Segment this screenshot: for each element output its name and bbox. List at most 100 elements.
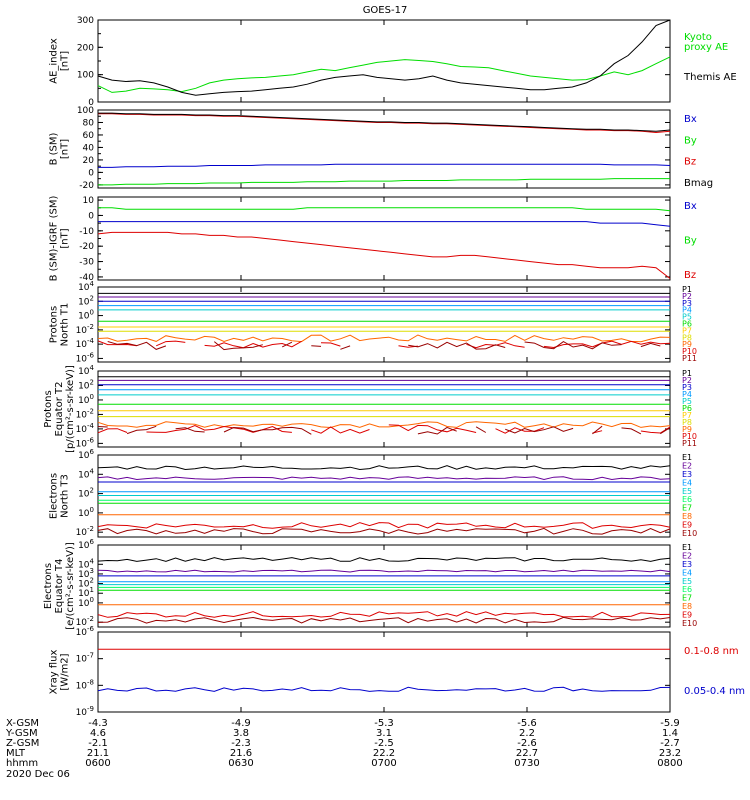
legend-entry: E10 [682,619,697,628]
y-axis-label: [nT] [60,51,71,71]
flux-line [320,342,341,347]
flux-line [97,426,108,428]
flux-line [505,426,574,434]
legend-entry: proxy AE [684,42,728,53]
x-axis-value: 22.7 [516,748,538,759]
legend-entry: P11 [682,439,697,448]
legend-entry: P5 [682,313,692,322]
panel-bigrf: -40 -30 -20 -10 0 10 B (SM)-IGRF (SM) [nT] Bx By B… [49,196,697,283]
legend-entry: P4 [682,306,692,315]
legend-entry: P6 [682,404,692,413]
flux-line [543,340,671,349]
y-tick-label: 60 [83,131,95,141]
y-tick-label: -20 [79,242,94,252]
flux-line [146,424,292,433]
flux-line [97,522,671,529]
flux-line [97,611,671,618]
legend-entry: P8 [682,333,692,342]
legend-entry: Bmag [684,178,713,189]
legend-entry: P9 [682,340,692,349]
legend-entry: E7 [682,594,692,603]
y-tick-label: -10 [79,227,94,237]
flux-line [621,427,642,435]
legend-entry: E5 [682,577,692,586]
x-axis-value: -5.9 [660,718,680,729]
legend-entry: Bz [684,270,696,281]
x-axis-value: -2.3 [231,738,251,749]
flux-line [592,425,603,435]
legend-entry: Bz [684,157,696,168]
flux-line [97,686,671,692]
y-tick-label: 102 [78,378,94,391]
y-axis-label: B (SM)-IGRF (SM) [49,196,60,282]
legend-entry: E6 [682,585,692,594]
legend-entry: P3 [682,383,692,392]
series-line-bx [98,221,671,227]
flux-line [495,427,545,434]
legend-entry: P10 [682,347,697,356]
y-axis-label: [p/(cm²-s-sr-keV)] [65,365,76,453]
flux-line [640,342,661,348]
flux-line [97,527,671,535]
x-axis-value: 3.1 [376,728,392,739]
series-line-bz [97,231,671,279]
legend-entry: Themis AE [683,72,737,83]
series-line-by [98,207,671,212]
y-tick-label: 106 [78,538,94,551]
y-tick-label: 0 [88,98,94,108]
y-axis-label: Xray flux [49,650,60,695]
y-tick-label: 106 [78,448,94,461]
date-label: 2020 Dec 06 [6,769,70,780]
flux-line [640,426,671,434]
legend-entry: P2 [682,376,692,385]
y-tick-label: 100 [78,506,94,519]
legend-entry: P10 [682,432,697,441]
x-axis-value: -5.3 [374,718,394,729]
legend-entry: E7 [682,504,692,513]
x-axis-value: 0700 [371,758,396,769]
y-tick-label: 100 [77,106,94,116]
y-tick-label: 300 [77,16,94,26]
y-tick-label: 10 [83,196,95,206]
y-axis-label: [e/(cm²-s-sr-keV)] [65,542,76,630]
legend-entry: P4 [682,390,692,399]
y-tick-label: 10-2 [76,323,94,336]
y-tick-label: 10-7 [76,652,94,665]
x-axis-value: 4.6 [90,728,106,739]
legend-entry: E8 [682,512,692,521]
legend-entry: E1 [682,543,692,552]
legend-entry: 0.05-0.4 nm [684,686,745,697]
flux-line [340,345,351,350]
legend-entry: P1 [682,285,692,294]
y-axis-label: AE_index [49,38,60,84]
panel-frame [97,544,671,628]
y-tick-label: 100 [78,393,94,406]
y-axis-label: B (SM) [49,132,60,165]
y-tick-label: 10-4 [76,422,95,435]
legend-entry: E4 [682,568,692,577]
x-axis-value: -2.7 [660,738,680,749]
legend-entry: P9 [682,425,692,434]
flux-line [156,340,186,347]
y-tick-label: 102 [78,294,94,307]
legend-entry: E4 [682,478,692,487]
y-axis-label: Protons [49,306,60,343]
legend-entry: E2 [682,461,692,470]
flux-line [97,476,671,481]
y-tick-label: 10-2 [76,525,94,538]
flux-line [660,427,671,435]
flux-line [204,340,302,349]
x-axis-value: 21.6 [230,748,252,759]
y-tick-label: 200 [77,43,94,53]
x-axis-value: 0600 [85,758,110,769]
x-axis-value: -4.3 [88,718,108,729]
flux-line [281,341,293,348]
flux-line [107,341,167,350]
